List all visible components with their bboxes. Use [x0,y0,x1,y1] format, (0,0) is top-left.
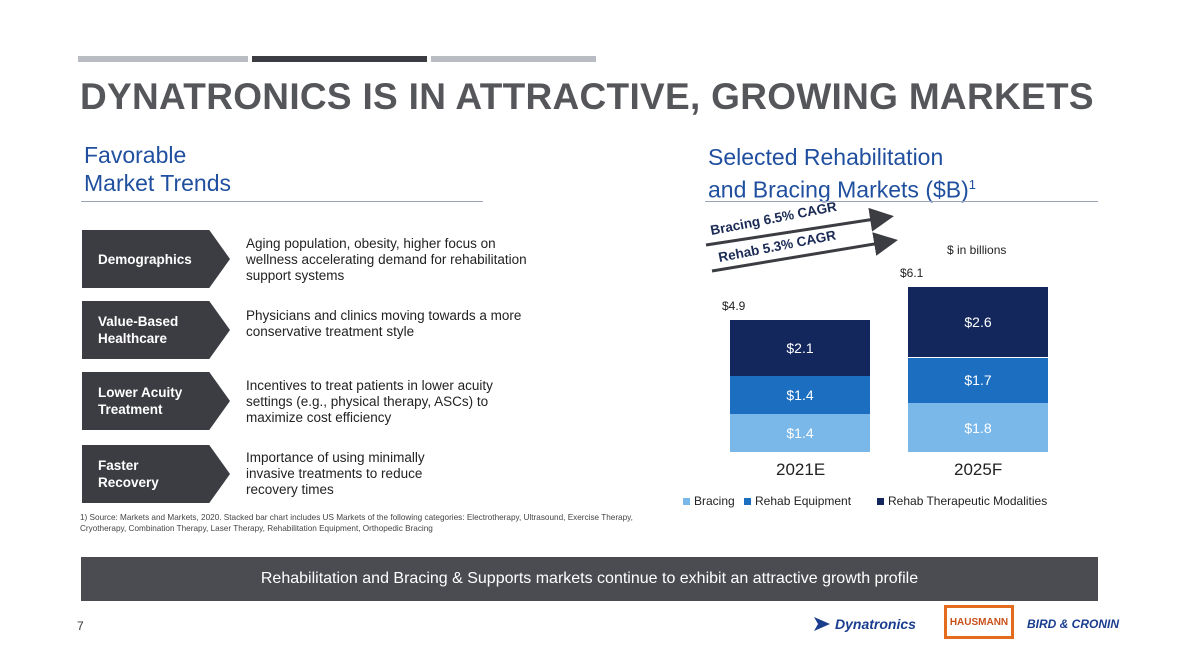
bar-value-label: $1.8 [964,419,992,436]
legend-swatch [683,497,690,505]
top-decor-bar-3 [431,56,596,62]
left-title-line1: Favorable [84,142,187,168]
trend-label-lower-acuity: Lower Acuity Treatment [82,372,230,430]
left-title-line2: Market Trends [84,170,231,196]
legend-item-rehab-therapeutic-modalities: Rehab Therapeutic Modalities [877,494,1047,508]
bar-segment-bracing-2021e: $1.4 [730,414,870,452]
category-label-2025f: 2025F [954,460,1003,479]
bar-value-label: $1.4 [786,425,814,442]
bar-segment-rehab-equipment-2021e: $1.4 [730,376,870,415]
bar-segment-rehab-equipment-2025f: $1.7 [908,357,1048,404]
left-divider [81,201,483,202]
dynatronics-logo-text: Dynatronics [835,616,916,632]
legend-swatch [877,497,884,505]
trend-label-line2: Treatment [98,402,163,417]
bar-value-label: $1.4 [786,387,814,404]
bar-total-label: $6.1 [900,266,924,281]
right-title-line2: and Bracing Markets ($B) [708,176,969,203]
bar-value-label: $2.6 [964,314,992,331]
trend-label-demographics: Demographics [82,230,230,288]
category-label-2021e: 2021E [776,460,826,479]
legend-item-rehab-equipment: Rehab Equipment [744,494,851,508]
trend-label-value-based: Value-Based Healthcare [82,301,230,359]
right-title-line1: Selected Rehabilitation [708,144,944,170]
page-title: DYNATRONICS IS IN ATTRACTIVE, GROWING MA… [80,76,1094,117]
right-divider [705,201,1098,202]
bar-segment-rehab-therapeutic-modalities-2025f: $2.6 [908,287,1048,358]
right-section-title: Selected Rehabilitation and Bracing Mark… [708,143,976,204]
footnote: 1) Source: Markets and Markets, 2020. St… [80,513,633,533]
bar-total-label: $4.9 [722,298,746,313]
bar-segment-bracing-2025f: $1.8 [908,403,1048,452]
trend-text-demographics: Aging population, obesity, higher focus … [246,236,527,283]
legend-swatch [744,497,751,505]
trend-label-line2: Recovery [98,475,159,490]
legend-label: Bracing [694,494,735,508]
dynatronics-logo-icon [814,617,830,631]
summary-banner: Rehabilitation and Bracing & Supports ma… [81,557,1098,601]
bar-segment-rehab-therapeutic-modalities-2021e: $2.1 [730,319,870,377]
legend-label: Rehab Equipment [755,494,852,508]
trend-text-value-based: Physicians and clinics moving towards a … [246,308,522,339]
market-bar-chart: $1.4 $1.4 $2.1 $4.9 2021E $1.8 $1.7 $2.6 $6.1 202… [700,260,1100,490]
trend-label-line1: Faster [98,458,139,473]
cagr-arrows [705,207,898,273]
title-superscript: 1 [968,177,977,192]
bar-value-label: $1.7 [964,372,992,389]
trend-label-line1: Lower Acuity [98,385,183,400]
trend-label-faster-recovery: Faster Recovery [82,445,230,503]
trend-text-faster-recovery: Importance of using minimally invasive t… [246,450,425,497]
bracing-cagr-arrow [705,207,894,247]
trend-label-line2: Healthcare [98,331,168,346]
top-decor-bar-1 [78,56,248,62]
legend-item-bracing: Bracing [683,494,735,508]
trend-label-line1: Value-Based [98,314,179,329]
bird-cronin-logo: BIRD & CRONIN [1027,617,1119,631]
hausmann-logo: HAUSMANN [944,605,1014,639]
rehab-cagr-arrow [711,232,898,273]
units-note: $ in billions [947,243,1007,257]
trend-text-lower-acuity: Incentives to treat patients in lower ac… [246,378,493,425]
trend-label-line1: Demographics [98,251,192,267]
bar-value-label: $2.1 [786,340,814,357]
dynatronics-logo: Dynatronics [812,615,916,633]
left-section-title: Favorable Market Trends [84,141,231,197]
legend-label: Rehab Therapeutic Modalities [888,494,1048,508]
top-decor-bar-2 [252,56,427,62]
page-number: 7 [77,619,84,633]
hausmann-logo-text: HAUSMANN [949,616,1009,628]
